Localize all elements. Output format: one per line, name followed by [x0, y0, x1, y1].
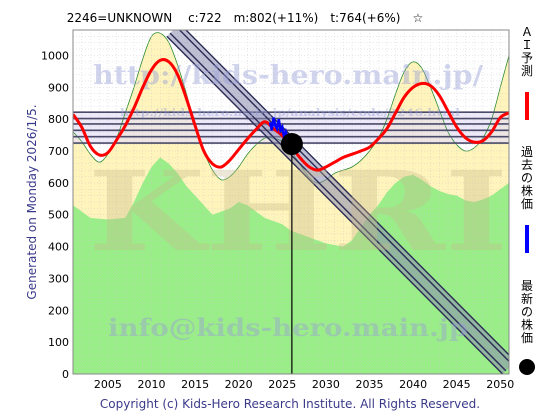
- y-tick-label: 0: [62, 368, 69, 381]
- y-axis: 0 100 200 300 400 500 600 700 800 900 1000: [41, 49, 69, 381]
- y-tick-label: 700: [48, 145, 69, 158]
- generated-label: Generated on Monday 2026/1/5.: [25, 104, 39, 299]
- x-tick-label: 2020: [225, 378, 253, 391]
- grid: [73, 30, 509, 374]
- watermark-email: info@kids-hero.main.jp: [108, 313, 468, 342]
- y-tick-label: 900: [48, 81, 69, 94]
- legend-label-char: 去: [521, 158, 533, 172]
- x-tick-label: 2030: [312, 378, 340, 391]
- legend-label-char: 株: [521, 183, 533, 198]
- diagonal-band: [166, 30, 509, 374]
- y-tick-label: 200: [48, 304, 69, 317]
- legend-label-char: 測: [521, 64, 533, 78]
- x-tick-label: 2025: [268, 378, 296, 391]
- legend-label-char: Ｉ: [521, 38, 533, 52]
- watermark-analysis-url: http://kids-hero.main.jp/analysis/code/2…: [120, 108, 460, 119]
- chart-title: 2246=UNKNOWN c:722 m:802(+11%) t:764(+6%…: [67, 11, 423, 25]
- plot-frame: [72, 29, 510, 375]
- legend-label-char: の: [521, 305, 533, 319]
- x-tick-label: 2005: [94, 378, 122, 391]
- legend-label-char: 最: [521, 279, 533, 293]
- legend-label-char: 価: [521, 331, 533, 345]
- legend-swatch: [519, 359, 535, 375]
- legend-label-char: 過: [521, 145, 533, 159]
- copyright: Copyright (c) Kids-Hero Research Institu…: [100, 397, 480, 411]
- watermark-url: http://kids-hero.main.jp/: [93, 61, 484, 91]
- diagonal-line: [169, 32, 507, 372]
- x-tick-label: 2015: [181, 378, 209, 391]
- diagonal-line: [184, 30, 509, 356]
- current-price-marker: [280, 133, 303, 156]
- y-tick-label: 800: [48, 113, 69, 126]
- horizontal-levels: [73, 111, 509, 144]
- legend-label-char: Ａ: [521, 25, 533, 39]
- legend-label-char: 予: [521, 51, 533, 65]
- y-tick-label: 400: [48, 241, 69, 254]
- y-tick-label: 100: [48, 336, 69, 349]
- band-area-upper: [73, 112, 509, 144]
- x-tick-label: 2045: [443, 378, 471, 391]
- x-axis: 2005 2010 2015 2020 2025 2030 2035 2040 2045 2050: [94, 378, 514, 391]
- y-tick-label: 500: [48, 209, 69, 222]
- legend-label-char: 価: [521, 197, 533, 211]
- y-tick-label: 600: [48, 177, 69, 190]
- x-tick-label: 2010: [137, 378, 165, 391]
- y-tick-label: 300: [48, 272, 69, 285]
- green-area: [73, 157, 509, 374]
- watermark-big: KHRI: [88, 147, 508, 276]
- legend-label-char: 株: [521, 317, 533, 332]
- legend-label-char: 新: [521, 291, 533, 306]
- x-tick-label: 2050: [486, 378, 514, 391]
- x-tick-label: 2035: [355, 378, 383, 391]
- legend-label-char: の: [521, 171, 533, 185]
- diagonal-line: [178, 30, 509, 363]
- diagonal-line: [166, 35, 504, 374]
- watermarks: http://kids-hero.main.jp/ http://kids-he…: [88, 61, 508, 342]
- plot-area: http://kids-hero.main.jp/ http://kids-he…: [73, 30, 509, 374]
- y-tick-label: 1000: [41, 49, 69, 62]
- x-tick-label: 2040: [399, 378, 427, 391]
